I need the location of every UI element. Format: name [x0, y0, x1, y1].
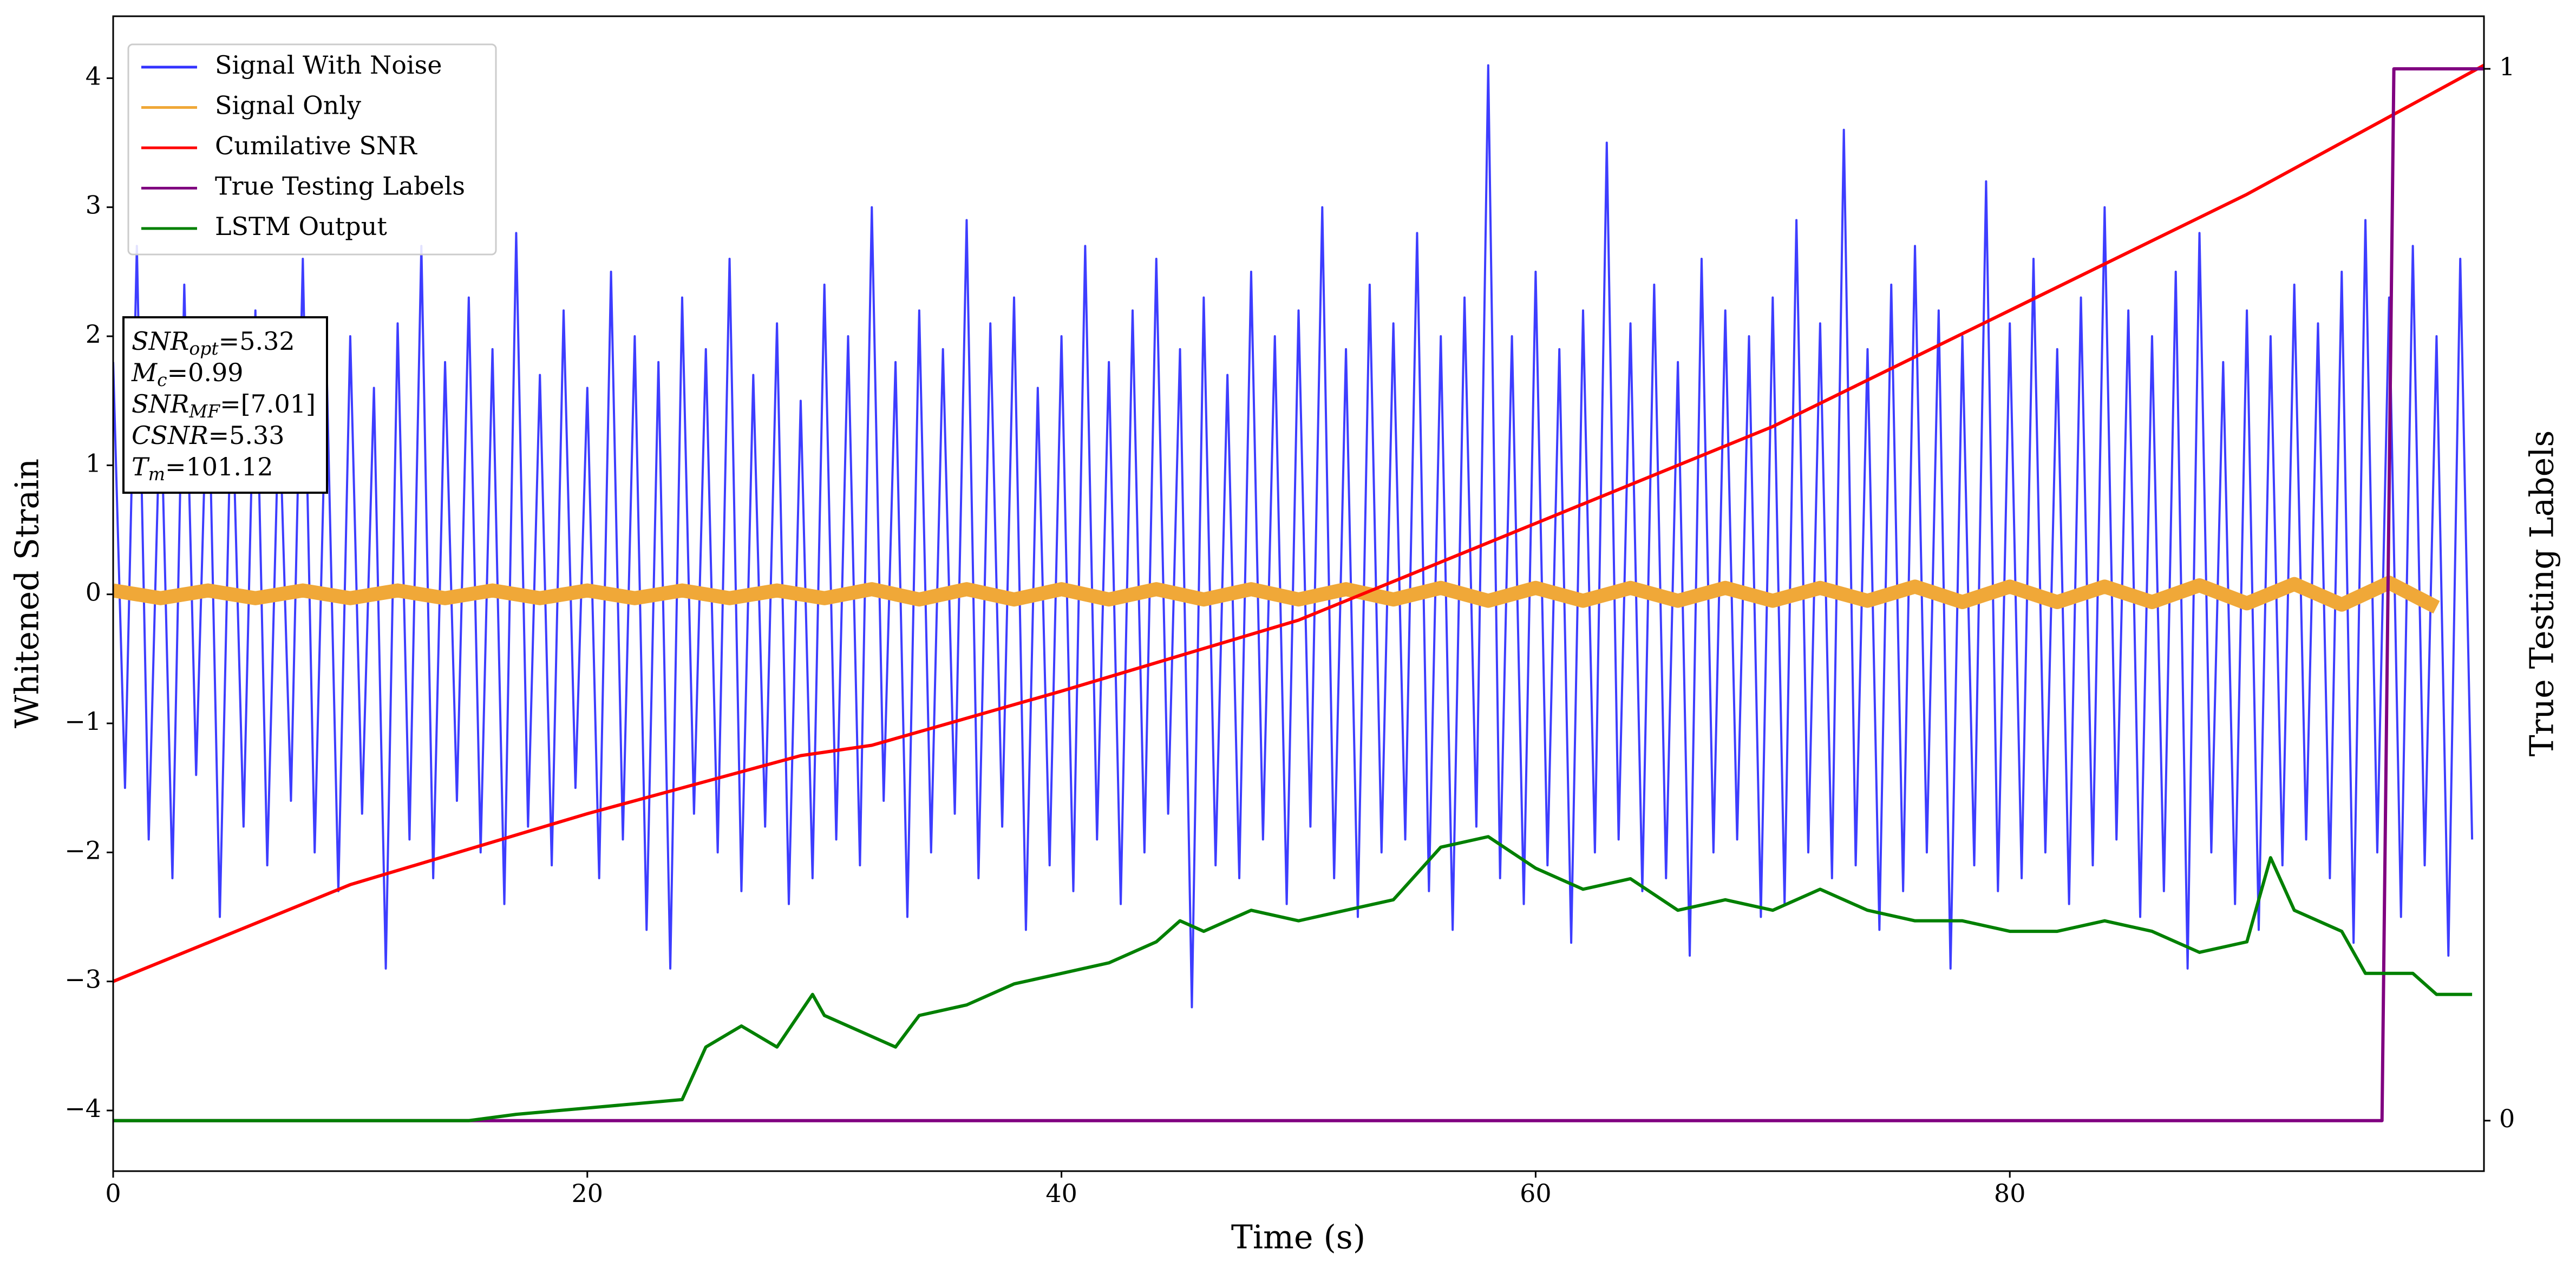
y-tick-label: 3 [86, 191, 101, 220]
annotation-value: =5.32 [219, 326, 295, 356]
plot-area [113, 63, 2484, 1122]
y2-tick-label: 0 [2499, 1104, 2515, 1133]
series-line [113, 63, 2484, 983]
annotation-value: =[7.01] [220, 389, 316, 419]
legend-label: Signal With Noise [215, 50, 442, 80]
y-tick-label: 4 [86, 61, 101, 90]
y2-tick-label: 1 [2499, 52, 2515, 81]
x-tick-label: 80 [1994, 1179, 2026, 1208]
legend-box [127, 43, 497, 256]
series-line [113, 64, 2474, 1009]
y-tick-label: 2 [86, 319, 101, 349]
legend-label: Cumilative SNR [215, 131, 417, 160]
x-tick-label: 0 [105, 1179, 121, 1208]
annotation-box [122, 316, 328, 494]
annotation-symbol: CSNR [132, 421, 208, 450]
annotation-subscript: c [157, 369, 167, 390]
y-tick-label: 0 [86, 578, 101, 607]
annotation-line: SNRMF=[7.01] [132, 389, 316, 422]
annotation-symbol: SNR [132, 389, 189, 419]
y-tick-label: −3 [64, 965, 101, 994]
legend-label: True Testing Labels [215, 172, 465, 201]
annotation-value: =101.12 [165, 452, 273, 481]
annotation-line: Mc=0.99 [131, 358, 244, 390]
series-line [113, 67, 2484, 1122]
y-tick-label: −1 [64, 707, 101, 736]
annotation-symbol: SNR [132, 326, 189, 356]
y-tick-label: −4 [64, 1094, 101, 1123]
annotation-subscript: m [148, 463, 165, 485]
annotation-subscript: opt [189, 338, 219, 359]
x-axis-label: Time (s) [1231, 1219, 1365, 1257]
series-line [113, 835, 2473, 1122]
x-tick-label: 60 [1520, 1179, 1552, 1208]
y-axis-label: Whitened Strain [9, 459, 47, 728]
annotation-value: =0.99 [167, 358, 244, 387]
y-tick-label: −2 [64, 835, 101, 865]
annotation-line: SNRopt=5.32 [132, 326, 295, 359]
legend-label: Signal Only [215, 91, 361, 120]
annotation-symbol: T [132, 452, 150, 481]
series-line [113, 576, 2440, 614]
annotation-line: Tm=101.12 [132, 452, 273, 485]
legend-label: LSTM Output [215, 212, 387, 241]
annotation-subscript: MF [188, 401, 220, 422]
y-tick-label: 1 [86, 448, 101, 478]
annotation-value: =5.33 [208, 421, 285, 450]
y2-axis-label: True Testing Labels [2523, 430, 2561, 757]
annotation-symbol: M [131, 358, 158, 387]
x-tick-label: 20 [572, 1179, 604, 1208]
x-tick-label: 40 [1045, 1179, 1077, 1208]
annotation-line: CSNR=5.33 [132, 421, 285, 450]
